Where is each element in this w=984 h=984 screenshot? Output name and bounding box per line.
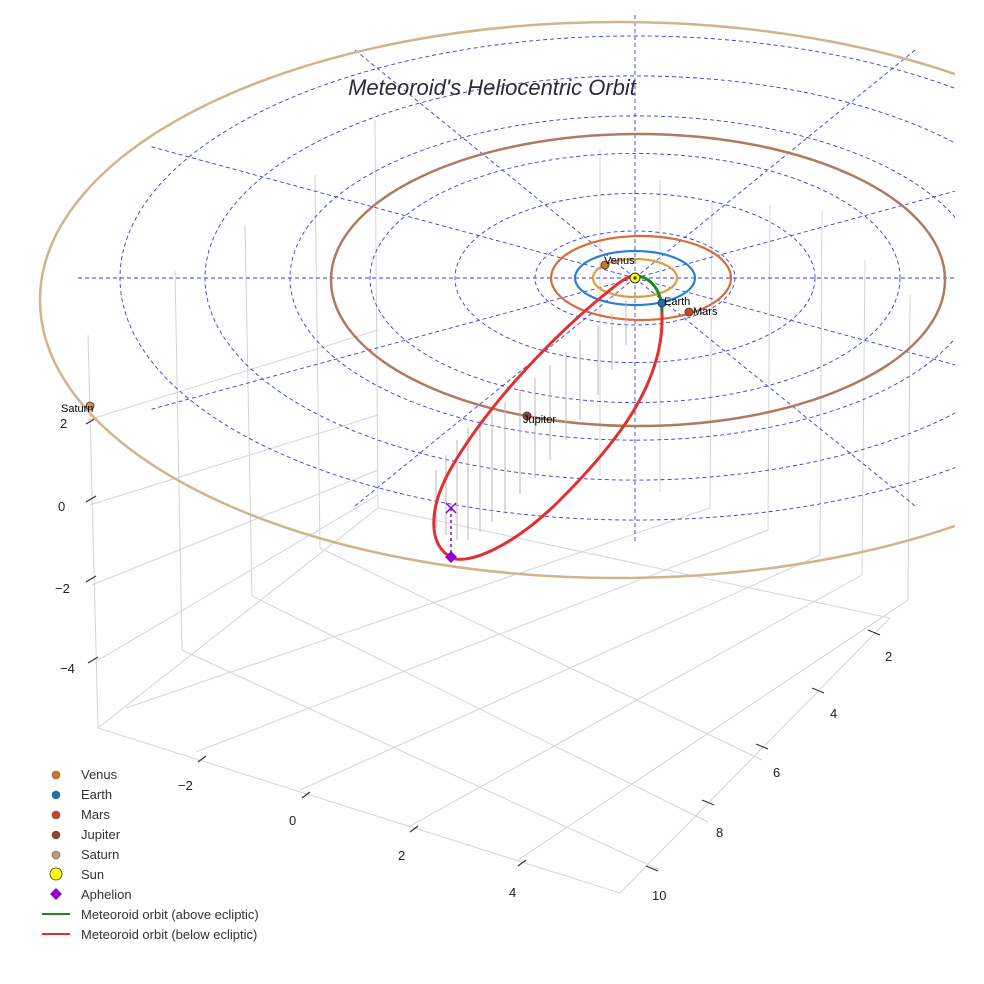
aphelion-marker [445, 551, 457, 563]
mars-marker [684, 307, 694, 317]
earth-label: Earth [664, 296, 690, 308]
y-tick-label: 8 [716, 825, 723, 840]
axis-ticks [85, 417, 881, 872]
legend-label: Jupiter [81, 827, 121, 842]
x-tick-label: 2 [398, 848, 405, 863]
z-tick-label: 0 [58, 499, 65, 514]
jupiter-label: Jupiter [523, 414, 556, 426]
z-tick-label: −4 [60, 661, 75, 676]
y-tick-label: 10 [652, 888, 666, 903]
legend-item: Mars [51, 807, 110, 822]
aphelion-projection-marker [445, 502, 457, 514]
ecliptic-grid-spokes [75, 14, 955, 542]
legend-item: Jupiter [51, 827, 121, 842]
x-tick-label: 0 [289, 813, 296, 828]
legend-item: Earth [51, 787, 112, 802]
legend-jupiter-swatch [51, 830, 61, 840]
sun-center [633, 276, 637, 280]
legend-item: Meteoroid orbit (below ecliptic) [42, 927, 257, 942]
z-tick-label: 2 [60, 416, 67, 431]
ecliptic-plane [38, 14, 955, 580]
legend-item: Meteoroid orbit (above ecliptic) [42, 907, 259, 922]
y-tick-label: 4 [830, 706, 837, 721]
legend-label: Sun [81, 867, 104, 882]
meteoroid-orbit-below [432, 274, 664, 561]
grid-ring [369, 152, 901, 404]
earth-marker [657, 298, 667, 308]
mars-label: Mars [693, 306, 718, 318]
legend-aphelion-swatch [50, 888, 62, 900]
grid-spoke [354, 277, 636, 507]
venus-label: Venus [604, 255, 635, 267]
grid-spoke [634, 49, 916, 279]
saturn-orbit [38, 20, 955, 580]
legend-sun-swatch [49, 867, 63, 881]
legend-saturn-swatch [51, 850, 61, 860]
x-tick-label: 4 [509, 885, 516, 900]
legend-label: Aphelion [81, 887, 132, 902]
legend-earth-swatch [51, 790, 61, 800]
legend-label: Venus [81, 767, 118, 782]
legend-item: Saturn [51, 847, 119, 862]
axes-box [87, 119, 911, 894]
legend-label: Earth [81, 787, 112, 802]
x-tick-label: −2 [178, 778, 193, 793]
jupiter-orbit [329, 132, 947, 428]
legend-label: Saturn [81, 847, 119, 862]
saturn-label: Saturn [61, 403, 93, 415]
y-tick-label: 2 [885, 649, 892, 664]
mars-orbit [549, 234, 733, 322]
grid-spoke [634, 277, 916, 507]
venus-orbit [591, 257, 679, 299]
earth-orbit [573, 249, 697, 307]
z-tick-label: −2 [55, 581, 70, 596]
grid-spoke [634, 190, 955, 279]
legend-venus-swatch [51, 770, 61, 780]
legend-mars-swatch [51, 810, 61, 820]
venus-marker [600, 260, 610, 270]
legend-item: Sun [49, 867, 104, 882]
legend-item: Aphelion [50, 887, 132, 902]
chart-title: Meteoroid's Heliocentric Orbit [348, 75, 637, 100]
legend-label: Meteoroid orbit (below ecliptic) [81, 927, 257, 942]
legend: Venus Earth Mars Jupiter Saturn Sun Aphe… [42, 767, 259, 942]
saturn-marker [85, 401, 95, 411]
grid-ring [454, 192, 816, 364]
y-tick-label: 6 [773, 765, 780, 780]
legend-label: Meteoroid orbit (above ecliptic) [81, 907, 259, 922]
jupiter-marker [522, 411, 532, 421]
legend-label: Mars [81, 807, 110, 822]
legend-item: Venus [51, 767, 118, 782]
